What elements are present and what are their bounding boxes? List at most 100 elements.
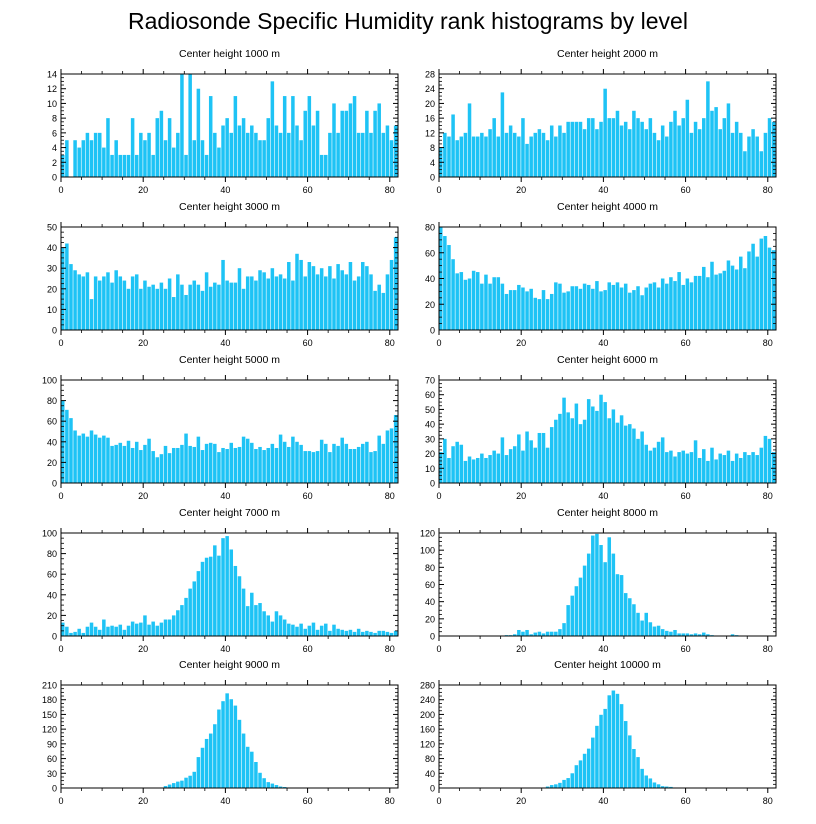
histogram-bar [545, 140, 550, 177]
histogram-bar [204, 272, 209, 330]
histogram-bar [315, 451, 320, 483]
histogram-bar [660, 629, 665, 636]
histogram-bar [689, 282, 694, 330]
y-tick-label: 20 [425, 300, 435, 310]
histogram-bar [607, 418, 612, 483]
histogram-bar [763, 435, 768, 483]
histogram-bar [533, 632, 538, 636]
histogram-bar [656, 441, 661, 483]
histogram-bar [250, 125, 254, 177]
histogram-bar [102, 435, 106, 483]
histogram-bar [681, 118, 685, 177]
histogram-bar [118, 276, 123, 330]
histogram-bar [311, 266, 316, 330]
histogram-bar [93, 626, 98, 636]
y-tick-label: 10 [47, 99, 57, 109]
histogram-bar [710, 261, 714, 330]
histogram-bar [245, 132, 250, 177]
y-tick-label: 10 [47, 305, 57, 315]
histogram-bar [97, 280, 102, 330]
histogram-bar [591, 737, 595, 788]
histogram-bar [65, 243, 69, 330]
histogram-bar [640, 620, 644, 636]
histogram-bar [693, 633, 698, 636]
histogram-bar [110, 282, 114, 330]
histogram-bar [517, 284, 521, 330]
histogram-bar [151, 621, 155, 636]
histogram-bar [180, 605, 184, 636]
histogram-bar [586, 284, 591, 330]
histogram-bar [591, 406, 595, 483]
x-tick-label: 20 [516, 491, 526, 501]
histogram-bar [258, 140, 262, 177]
histogram-bar [451, 259, 455, 330]
y-tick-label: 60 [47, 754, 57, 764]
histogram-bar [274, 611, 279, 636]
y-tick-label: 100 [42, 529, 57, 539]
histogram-bar [459, 272, 464, 330]
histogram-bar [558, 125, 562, 177]
histogram-bar [743, 268, 747, 330]
histogram-bar [512, 132, 517, 177]
histogram-bar [81, 632, 86, 636]
histogram-bar [385, 430, 390, 483]
histogram-bar [200, 747, 205, 788]
x-tick-label: 80 [763, 185, 773, 195]
y-tick-label: 0 [52, 784, 57, 794]
histogram-bar [118, 442, 123, 483]
histogram-bar [250, 442, 254, 483]
y-tick-label: 14 [47, 70, 57, 80]
histogram-bar [554, 784, 558, 788]
histogram-bar [365, 266, 369, 330]
histogram-bar [114, 270, 118, 330]
histogram-bar [525, 431, 529, 483]
y-tick-label: 120 [420, 739, 435, 749]
histogram-bar [373, 632, 377, 636]
histogram-bar [369, 274, 373, 330]
histogram-bar [233, 447, 238, 483]
histogram-bar [233, 705, 238, 788]
histogram-bar [640, 295, 644, 330]
histogram-bar [287, 623, 291, 636]
histogram-bar [241, 436, 246, 483]
y-tick-label: 80 [425, 754, 435, 764]
y-tick-label: 120 [420, 529, 435, 539]
histogram-bar [336, 445, 340, 483]
histogram-bar [89, 140, 94, 177]
histogram-bar [299, 140, 303, 177]
histogram-bar [636, 757, 640, 788]
histogram-bar [545, 631, 550, 636]
histogram-bar [393, 630, 398, 636]
histogram-bar [771, 250, 776, 330]
histogram-bar [241, 733, 246, 788]
histogram-bar [102, 276, 106, 330]
histogram-bar [619, 704, 624, 788]
histogram-bar [73, 140, 77, 177]
histogram-bar [134, 154, 139, 177]
histogram-bar [93, 276, 98, 330]
histogram-bar [558, 413, 562, 483]
histogram-bar [229, 549, 234, 636]
histogram-bar [340, 437, 344, 483]
x-tick-label: 40 [220, 491, 230, 501]
y-tick-label: 60 [425, 390, 435, 400]
histogram-bar [118, 624, 123, 636]
histogram-bar [767, 247, 772, 330]
histogram-bar [541, 132, 546, 177]
x-tick-label: 80 [385, 185, 395, 195]
x-tick-label: 20 [138, 338, 148, 348]
histogram-bar [229, 132, 234, 177]
histogram-bar [656, 625, 661, 636]
histogram-bar [233, 565, 238, 636]
histogram-bar [106, 118, 110, 177]
histogram-bar [254, 449, 258, 483]
histogram-bar [652, 282, 657, 330]
histogram-bar [500, 437, 505, 483]
histogram-bar [344, 630, 349, 636]
histogram-bar [623, 121, 628, 177]
histogram-bar [237, 125, 242, 177]
histogram-bar [377, 284, 381, 330]
histogram-bar [352, 96, 357, 177]
histogram-bar [291, 436, 295, 483]
histogram-bar [673, 629, 677, 636]
